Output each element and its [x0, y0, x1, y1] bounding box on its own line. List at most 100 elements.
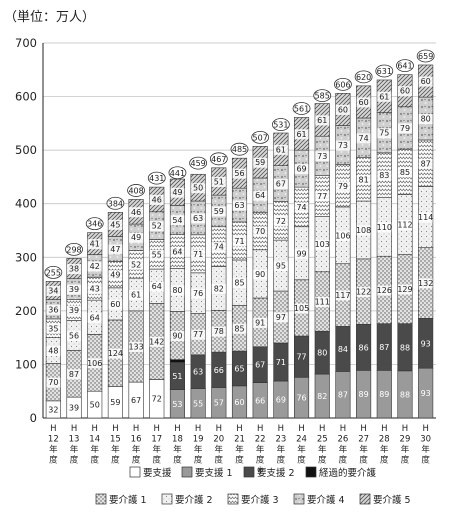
- data-label: 59: [214, 207, 224, 216]
- data-label: 106: [335, 231, 350, 240]
- bar-segment: [169, 359, 185, 363]
- data-label: 93: [421, 339, 431, 348]
- x-tick-label: 24: [296, 435, 307, 445]
- bar-stack: 32 70 48 35 36 34: [45, 281, 61, 419]
- data-label: 61: [296, 130, 306, 139]
- data-label: 50: [193, 184, 203, 193]
- y-axis: 0 100 200 300 400 500 600 700: [15, 36, 44, 425]
- data-label-bg: [46, 346, 61, 356]
- data-label-bg: [129, 341, 144, 352]
- data-label-bg: [356, 133, 371, 144]
- data-label: 112: [397, 221, 412, 230]
- data-label-bg: [191, 288, 206, 299]
- data-label: 70: [48, 378, 58, 387]
- data-label-bg: [67, 284, 82, 295]
- data-label: 39: [69, 306, 79, 315]
- x-tick-label: 22: [255, 435, 266, 445]
- x-tick-label: 度: [70, 455, 79, 466]
- data-label: 60: [338, 105, 348, 114]
- legend-label: 経過的要介護: [319, 467, 377, 479]
- legend-swatch: [227, 493, 239, 505]
- data-label: 69: [276, 396, 286, 405]
- data-label: 41: [90, 240, 100, 249]
- x-tick-label: 30: [420, 435, 431, 445]
- data-label-bg: [170, 331, 185, 341]
- data-label: 50: [90, 401, 100, 410]
- total-badge: [271, 118, 290, 131]
- data-label: 71: [234, 237, 244, 246]
- data-label: 64: [90, 313, 100, 322]
- data-label: 54: [172, 216, 182, 225]
- x-tick-label: 年: [339, 444, 348, 455]
- data-label-bg: [108, 244, 123, 255]
- legend-swatch: [243, 466, 255, 478]
- legend-label: 要介護 4: [307, 494, 345, 506]
- data-label: 78: [214, 327, 224, 336]
- data-label-bg: [129, 259, 144, 270]
- data-label-bg: [149, 194, 164, 205]
- data-label: 51: [214, 177, 224, 186]
- data-label-bg: [356, 97, 371, 108]
- bar-stack: 57 66 78 82 74 59 51: [211, 167, 227, 419]
- data-label: 51: [172, 372, 182, 381]
- bar-stack: 76 77 105 99 74 69 61: [294, 117, 309, 419]
- data-label-bg: [129, 290, 144, 301]
- x-tick-label: 度: [318, 455, 327, 466]
- total-label: 467: [211, 155, 226, 164]
- legend-label: 要支援: [143, 467, 172, 479]
- data-label: 64: [172, 247, 182, 256]
- x-tick-label: 度: [256, 455, 265, 466]
- x-tick-label: 29: [400, 435, 411, 445]
- data-label: 95: [276, 262, 286, 271]
- x-tick-label: H: [174, 424, 180, 434]
- x-tick-label: 年: [256, 444, 265, 455]
- data-label: 77: [296, 353, 306, 362]
- bar-stack: 55 63 77 76 71 63 50: [190, 173, 206, 419]
- data-label-bg: [67, 331, 82, 341]
- data-label: 63: [193, 214, 203, 223]
- data-label-bg: [315, 239, 330, 250]
- x-tick-label: 28: [379, 435, 390, 445]
- bar-stack: 50 106 64 43 42 41: [87, 232, 102, 419]
- data-label: 93: [421, 389, 431, 398]
- data-label: 103: [315, 240, 330, 249]
- total-label: 255: [46, 268, 61, 277]
- data-label: 38: [69, 265, 79, 274]
- data-label: 59: [110, 398, 120, 407]
- x-tick-label: 20: [213, 435, 224, 445]
- data-label: 57: [214, 399, 224, 408]
- x-tick-label: H: [71, 424, 77, 434]
- data-label: 81: [359, 175, 369, 184]
- x-tick-label: 年: [359, 444, 368, 455]
- x-tick-label: 17: [151, 435, 162, 445]
- data-label: 76: [193, 289, 203, 298]
- data-label-bg: [377, 285, 392, 296]
- total-badge: [147, 171, 166, 185]
- x-tick-label: 年: [421, 444, 430, 455]
- data-label: 108: [356, 226, 371, 235]
- data-label: 66: [214, 366, 224, 375]
- data-label-bg: [108, 219, 123, 230]
- data-label: 60: [421, 77, 431, 86]
- data-label-bg: [356, 174, 371, 185]
- data-label: 55: [193, 399, 203, 408]
- x-tick-label: H: [236, 424, 242, 434]
- x-tick-label: 年: [380, 444, 389, 455]
- data-label: 55: [152, 250, 162, 259]
- data-label: 52: [152, 222, 162, 231]
- data-label-bg: [253, 269, 268, 280]
- total-badge: [354, 70, 373, 84]
- bar-stack: 60 65 85 85 71 63 56: [231, 157, 248, 419]
- data-label-bg: [397, 123, 412, 134]
- data-label: 35: [48, 324, 58, 333]
- data-label: 91: [255, 318, 265, 327]
- x-tick-label: 14: [89, 435, 100, 445]
- x-tick-label: 度: [49, 455, 58, 466]
- data-label: 97: [276, 313, 286, 322]
- y-tick-label: 400: [15, 197, 37, 211]
- data-label: 142: [149, 337, 164, 346]
- data-label: 73: [338, 141, 348, 150]
- data-label: 77: [193, 330, 203, 339]
